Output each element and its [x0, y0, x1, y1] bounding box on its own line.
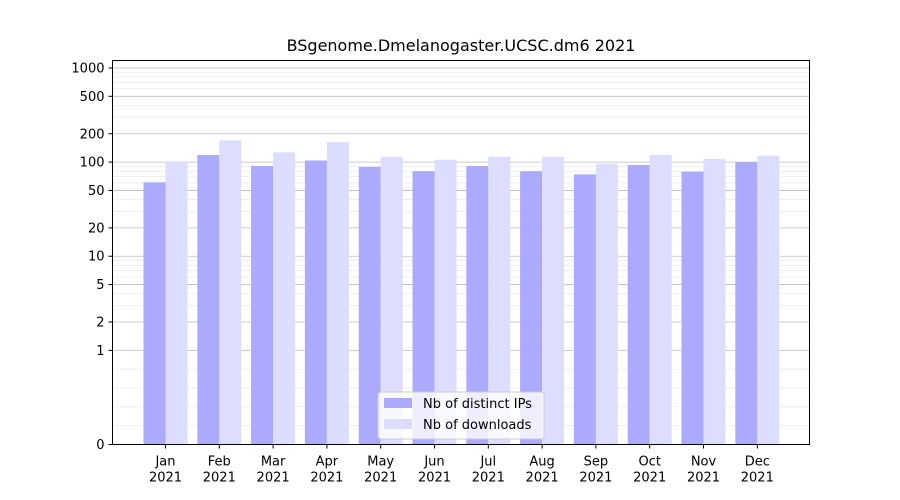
bar-downloads	[757, 155, 780, 445]
y-tick-label: 0	[96, 438, 104, 453]
x-tick-label: Aug 2021	[526, 455, 559, 486]
x-tick-label: Jun 2021	[418, 455, 451, 486]
bars	[143, 140, 780, 445]
y-tick-label: 5	[96, 278, 104, 293]
x-tick-label: Feb 2021	[203, 455, 236, 486]
x-tick-label: Oct 2021	[633, 455, 666, 486]
y-tick-label: 200	[80, 127, 105, 142]
x-tick-label: Mar 2021	[257, 455, 290, 486]
y-tick-label: 50	[88, 184, 105, 199]
chart-title: BSgenome.Dmelanogaster.UCSC.dm6 2021	[287, 36, 636, 55]
bar-downloads	[434, 159, 457, 445]
bar-downloads	[326, 142, 349, 445]
x-tick-label: Jul 2021	[472, 455, 505, 486]
legend-box	[377, 391, 545, 440]
bar-ips	[412, 171, 435, 445]
x-tick-label: Sep 2021	[579, 455, 612, 486]
bar-ips	[573, 174, 596, 445]
bar-downloads	[649, 154, 672, 445]
bar-downloads	[165, 161, 188, 445]
x-tick-label: Dec 2021	[741, 455, 774, 486]
legend-swatch-downloads	[384, 419, 412, 429]
bar-downloads	[273, 152, 296, 445]
bar-ips	[358, 166, 381, 445]
y-tick-label: 20	[88, 221, 105, 236]
bar-downloads	[542, 156, 565, 445]
bar-ips	[520, 171, 543, 445]
bar-downloads	[703, 158, 726, 445]
bar-ips	[466, 165, 489, 445]
legend-swatch-ips	[384, 398, 412, 408]
bar-ips	[627, 165, 650, 445]
legend: Nb of distinct IPs Nb of downloads	[377, 391, 545, 440]
x-tick-label: Nov 2021	[687, 455, 720, 486]
bar-downloads	[488, 156, 511, 445]
legend-label-downloads: Nb of downloads	[423, 418, 532, 433]
bar-ips	[681, 171, 704, 445]
x-axis: Jan 2021 Feb 2021 Mar 2021 Apr 2021 May 2021 Jun 20…	[149, 444, 774, 486]
legend-label-ips: Nb of distinct IPs	[423, 397, 532, 412]
y-axis: 0 1 2 5 10 20 50 100 200 500 1000	[71, 61, 113, 453]
x-tick-label: Jan 2021	[149, 455, 182, 486]
plot-frame	[112, 60, 810, 445]
bar-ips	[735, 162, 758, 445]
bar-ips	[143, 182, 166, 445]
bar-ips	[304, 160, 327, 445]
bar-downloads	[219, 140, 242, 445]
x-tick-label: Apr 2021	[310, 455, 343, 486]
y-tick-label: 1000	[71, 61, 104, 76]
y-tick-label: 2	[96, 316, 104, 331]
bar-ips	[197, 154, 220, 445]
bar-ips	[251, 165, 274, 445]
x-tick-label: May 2021	[364, 455, 397, 486]
bar-downloads	[595, 163, 618, 445]
y-tick-label: 100	[80, 156, 105, 171]
bar-downloads	[380, 156, 403, 445]
y-tick-label: 10	[88, 250, 105, 265]
y-tick-label: 1	[96, 344, 104, 359]
y-tick-label: 500	[80, 90, 105, 105]
